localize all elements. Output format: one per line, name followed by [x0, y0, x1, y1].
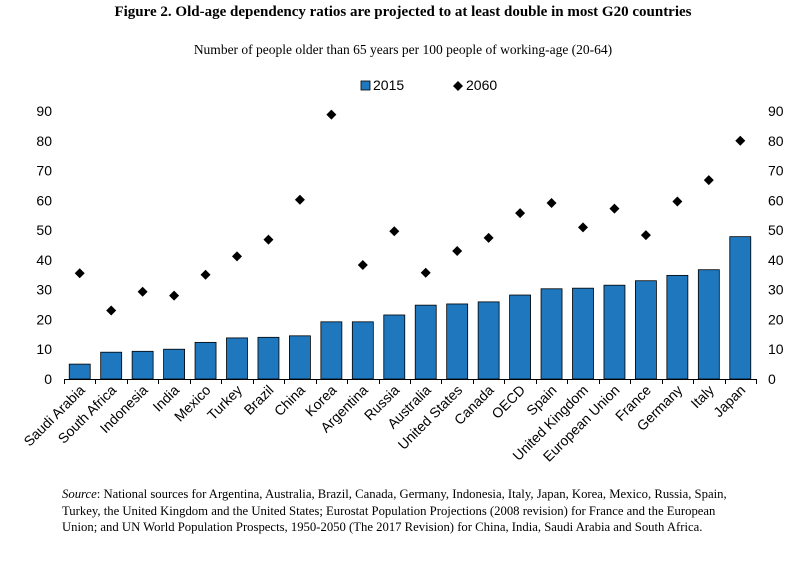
y-tick-label-left: 10: [36, 341, 52, 357]
marker-2060: [263, 234, 274, 245]
bar-2015: [477, 301, 500, 380]
y-tick-label-left: 60: [36, 192, 52, 208]
y-tick-label-right: 10: [768, 341, 784, 357]
y-tick-label-left: 40: [36, 252, 52, 268]
bar-2015: [603, 284, 626, 380]
marker-2060: [546, 198, 557, 209]
bars-2015: [68, 236, 752, 380]
y-tick-label-right: 20: [768, 311, 784, 327]
y-tick-label-right: 40: [768, 252, 784, 268]
marker-2060: [735, 135, 746, 146]
markers-2060: [74, 109, 746, 316]
source-label: Source: [62, 487, 97, 501]
y-tick-label-right: 0: [768, 371, 776, 387]
bar-2015: [383, 314, 406, 380]
bar-2015: [635, 280, 657, 380]
legend-swatch-2015: [360, 80, 371, 91]
y-tick-label-right: 30: [768, 282, 784, 298]
bar-2015: [509, 294, 531, 380]
marker-2060: [703, 175, 714, 186]
bar-2015: [131, 350, 154, 380]
bar-2015: [540, 288, 563, 380]
chart-legend: 2015 2060: [360, 77, 497, 93]
marker-2060: [420, 267, 431, 278]
bar-2015: [289, 335, 311, 380]
marker-2060: [357, 259, 368, 270]
marker-2060: [232, 251, 242, 262]
marker-2060: [672, 196, 683, 207]
y-tick-label-left: 20: [36, 311, 52, 327]
marker-2060: [137, 286, 148, 297]
marker-2060: [326, 109, 337, 120]
y-tick-label-right: 80: [768, 133, 784, 149]
marker-2060: [294, 194, 305, 205]
bar-2015: [446, 303, 469, 380]
y-tick-label-left: 80: [36, 133, 52, 149]
marker-2060: [452, 245, 463, 256]
bar-2015: [414, 304, 437, 380]
legend-label-2015: 2015: [373, 77, 404, 93]
marker-2060: [483, 232, 494, 243]
y-tick-label-right: 50: [768, 222, 784, 238]
y-tick-label-left: 90: [36, 103, 52, 119]
legend-label-2060: 2060: [466, 77, 497, 93]
bar-2015: [68, 363, 91, 380]
bar-2015: [697, 269, 720, 380]
y-tick-label-left: 30: [36, 282, 52, 298]
marker-2060: [169, 290, 180, 301]
marker-2060: [609, 203, 620, 214]
x-tick-label: Japan: [710, 382, 748, 420]
marker-2060: [200, 269, 211, 280]
figure-title: Figure 2. Old-age dependency ratios are …: [114, 4, 692, 20]
marker-2060: [74, 268, 85, 279]
x-tick-label: Mexico: [171, 382, 214, 425]
y-tick-label-left: 50: [36, 222, 52, 238]
marker-2060: [106, 305, 117, 316]
marker-2060: [578, 222, 588, 233]
x-tick-label: OECD: [488, 382, 528, 422]
y-tick-label-right: 70: [768, 163, 784, 179]
chart-subtitle: Number of people older than 65 years per…: [193, 42, 613, 57]
bar-2015: [100, 351, 123, 380]
bar-2015: [666, 274, 689, 380]
chart-axes: 0 0 10 10 20 20 30 30 40 40 50 50 60 60 70 70 80 80 90 90: [36, 103, 783, 387]
bar-2015: [320, 321, 343, 380]
y-tick-label-right: 60: [768, 192, 784, 208]
legend-swatch-2060: [453, 81, 463, 91]
marker-2060: [389, 226, 400, 237]
marker-2060: [515, 208, 526, 219]
bar-2015: [194, 341, 217, 380]
bar-2015: [351, 321, 374, 380]
bar-2015: [226, 337, 248, 380]
x-tick-label: China: [271, 382, 308, 419]
y-tick-label-left: 70: [36, 163, 52, 179]
bar-2015: [163, 348, 185, 380]
x-tick-label: Turkey: [204, 382, 245, 423]
bar-2015: [257, 336, 280, 380]
marker-2060: [640, 230, 651, 241]
source-text: : National sources for Argentina, Austra…: [62, 487, 727, 534]
x-tick-label: Brazil: [241, 382, 277, 418]
bar-2015: [572, 287, 594, 380]
source-note: Source: National sources for Argentina, …: [62, 486, 752, 536]
dependency-ratio-chart: 0 0 10 10 20 20 30 30 40 40 50 50 60 60 70 70 80 80 90 90 S…: [20, 77, 783, 465]
y-tick-label-right: 90: [768, 103, 784, 119]
y-tick-label-left: 0: [44, 371, 52, 387]
bar-2015: [729, 236, 752, 380]
